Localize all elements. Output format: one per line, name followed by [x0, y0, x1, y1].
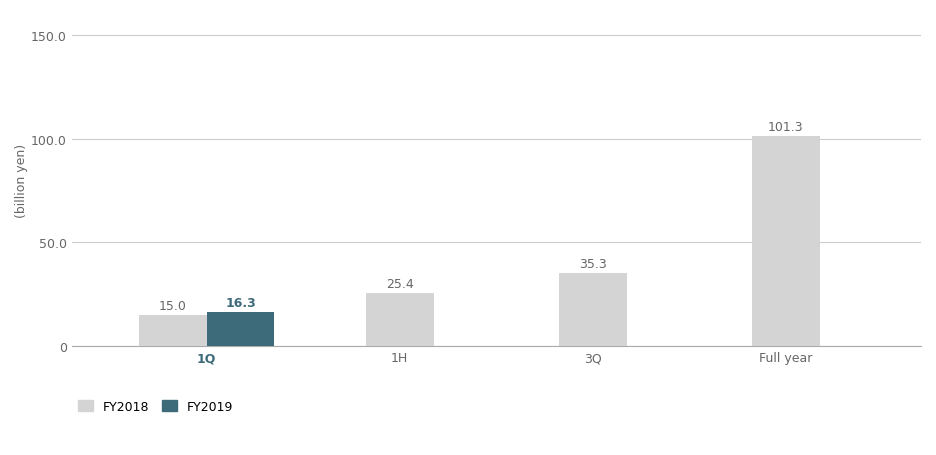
Text: 101.3: 101.3	[768, 121, 804, 133]
Bar	[366, 294, 433, 346]
Text: 15.0: 15.0	[159, 299, 187, 312]
Bar	[559, 273, 626, 346]
Text: 16.3: 16.3	[225, 297, 256, 309]
Y-axis label: (billion yen): (billion yen)	[15, 144, 28, 217]
Text: 35.3: 35.3	[578, 257, 607, 270]
Bar	[139, 315, 207, 346]
Bar	[752, 136, 820, 346]
Legend: FY2018, FY2019: FY2018, FY2019	[78, 400, 233, 413]
Text: 25.4: 25.4	[386, 278, 414, 291]
Bar	[207, 313, 274, 346]
